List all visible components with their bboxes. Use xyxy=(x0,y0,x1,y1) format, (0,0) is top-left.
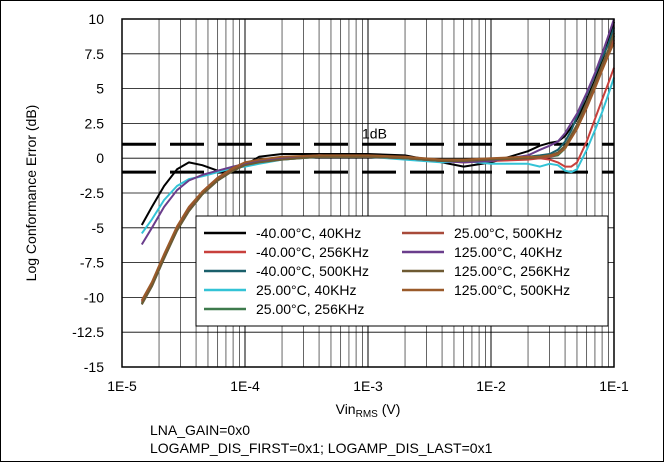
legend-label: -40.00°C, 500KHz xyxy=(256,263,369,279)
legend-label: -40.00°C, 256KHz xyxy=(256,244,369,260)
legend-label: 25.00°C, 500KHz xyxy=(454,225,562,241)
x-axis-title: VinRMS (V) xyxy=(336,401,401,420)
x-tick-label: 1E-3 xyxy=(353,378,383,394)
x-tick-label: 1E-2 xyxy=(476,378,506,394)
y-tick-label: 7.5 xyxy=(85,46,105,62)
note-lna-gain: LNA_GAIN=0x0 xyxy=(150,422,250,438)
plot-border xyxy=(121,18,615,368)
x-axis-title-main: Vin xyxy=(336,401,356,417)
series-line-8 xyxy=(140,42,615,301)
legend: -40.00°C, 40KHz -40.00°C, 256KHz -40.00°C,… xyxy=(195,215,609,327)
y-tick-label: 5 xyxy=(96,81,104,97)
y-tick-label: -5 xyxy=(92,220,105,236)
limit-lines xyxy=(122,142,614,174)
legend-label: -40.00°C, 40KHz xyxy=(256,225,361,241)
legend-label: 25.00°C, 256KHz xyxy=(256,301,364,317)
y-tick-label: -10 xyxy=(84,289,104,305)
y-tick-label: 10 xyxy=(88,11,104,27)
series-line-7 xyxy=(140,32,615,305)
x-tick-label: 1E-1 xyxy=(599,378,629,394)
legend-label: 25.00°C, 40KHz xyxy=(256,282,357,298)
y-axis-title: Log Conformance Error (dB) xyxy=(23,105,39,282)
y-tick-label: -2.5 xyxy=(80,185,104,201)
x-tick-label: 1E-4 xyxy=(230,378,260,394)
series-lines xyxy=(140,18,615,305)
y-tick-label: 0 xyxy=(96,150,104,166)
x-axis-title-unit: (V) xyxy=(378,401,401,417)
legend-label: 125.00°C, 40KHz xyxy=(454,244,562,260)
y-tick-label: -15 xyxy=(84,359,104,375)
y-tick-label: 2.5 xyxy=(85,115,105,131)
x-tick-label: 1E-5 xyxy=(107,378,137,394)
limit-label: 1dB xyxy=(362,125,387,141)
x-axis-title-sub: RMS xyxy=(356,409,379,420)
y-tick-label: -12.5 xyxy=(72,324,104,340)
legend-label: 125.00°C, 256KHz xyxy=(454,263,570,279)
legend-label: 125.00°C, 500KHz xyxy=(454,282,570,298)
note-logamp: LOGAMP_DIS_FIRST=0x1; LOGAMP_DIS_LAST=0x… xyxy=(150,440,493,456)
y-tick-label: -7.5 xyxy=(80,255,104,271)
